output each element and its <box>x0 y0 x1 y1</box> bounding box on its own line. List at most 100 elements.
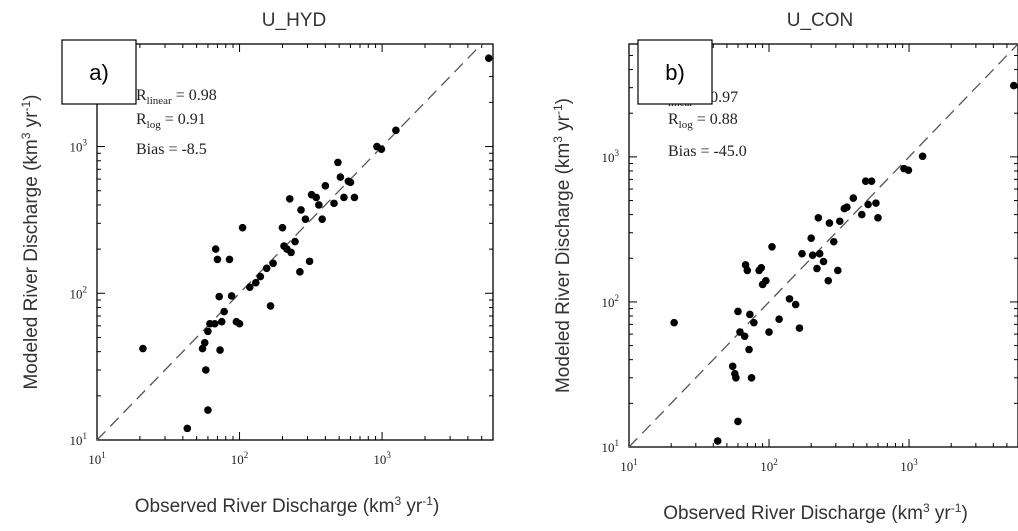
x-axis-label: Observed River Discharge (km3 yr-1) <box>663 501 968 524</box>
data-point <box>785 295 794 303</box>
data-point <box>139 344 147 353</box>
data-point <box>791 300 800 309</box>
data-point <box>278 223 287 232</box>
data-point <box>251 278 260 287</box>
data-point <box>484 54 493 63</box>
data-point <box>918 152 927 161</box>
data-point <box>1010 81 1018 90</box>
y-tick-label: 101 <box>70 431 88 448</box>
data-point <box>315 201 323 209</box>
data-point <box>849 194 858 202</box>
data-point <box>227 292 236 300</box>
data-point <box>872 199 880 207</box>
data-point <box>867 177 876 185</box>
data-point <box>713 437 722 445</box>
data-point <box>330 199 338 208</box>
y-tick-label: 103 <box>602 148 620 165</box>
data-point <box>377 145 386 153</box>
data-point <box>740 332 749 341</box>
data-point <box>238 223 247 232</box>
data-point <box>757 263 766 272</box>
chart-a-svg: U_HYD 101 102 103 101 102 103 Observed River Di… <box>19 10 494 517</box>
x-axis-label: Observed River Discharge (km3 yr-1) <box>135 494 440 517</box>
data-point <box>305 257 314 266</box>
data-point <box>235 319 244 328</box>
y-tick-label: 101 <box>602 438 620 455</box>
data-point <box>829 237 838 246</box>
chart-b-svg: U_CON 101 102 103 101 102 103 Observed River Di… <box>551 10 1018 524</box>
panel-tag-box <box>61 39 137 105</box>
data-point <box>864 200 872 209</box>
data-point <box>747 373 756 382</box>
data-point <box>904 166 913 174</box>
data-point <box>211 245 220 253</box>
data-point <box>217 317 226 326</box>
data-point <box>301 215 310 223</box>
y-axis-label: Modeled River Discharge (km3 yr-1) <box>551 98 574 393</box>
data-point <box>312 193 321 202</box>
y-tick-label: 102 <box>602 293 620 310</box>
data-point <box>210 319 219 328</box>
data-point <box>843 203 851 211</box>
data-point <box>215 292 224 301</box>
data-point <box>269 259 277 268</box>
x-tick-label: 102 <box>760 457 778 474</box>
data-point <box>321 182 330 190</box>
data-point <box>734 417 742 426</box>
data-point <box>728 362 737 371</box>
y-tick-label: 103 <box>70 138 88 155</box>
chart-title: U_CON <box>787 10 854 31</box>
data-point <box>795 324 804 332</box>
data-point <box>285 195 294 203</box>
panel-tag-label: a) <box>89 60 109 85</box>
data-point <box>204 406 212 414</box>
data-point <box>213 255 222 264</box>
chart-panel-a: U_HYD 101 102 103 101 102 103 Observed River Di… <box>0 0 500 531</box>
x-tick-label: 103 <box>373 450 391 467</box>
data-point <box>350 193 359 202</box>
data-point <box>734 307 742 316</box>
data-point <box>835 217 844 226</box>
data-point <box>204 327 212 336</box>
panel-tag-box <box>637 39 713 105</box>
data-point <box>824 276 833 285</box>
data-point <box>768 242 776 251</box>
one-to-one-line <box>96 43 483 441</box>
data-point <box>762 276 770 285</box>
x-tick-label: 102 <box>231 450 249 467</box>
one-to-one-line <box>628 43 1018 448</box>
data-point <box>858 210 866 219</box>
data-point <box>291 237 299 246</box>
data-point <box>819 257 828 266</box>
data-point <box>775 315 783 324</box>
data-point <box>874 214 882 222</box>
chart-panel-b: U_CON 101 102 103 101 102 103 Observed River Di… <box>520 0 1018 531</box>
data-point <box>297 206 305 214</box>
data-point <box>220 307 228 316</box>
stat-line: Bias = -8.5 <box>136 141 207 158</box>
data-point <box>732 373 740 382</box>
x-tick-label: 101 <box>620 457 638 474</box>
data-point <box>746 310 754 319</box>
data-point <box>266 302 275 310</box>
data-point <box>287 248 295 257</box>
x-tick-label: 103 <box>900 457 918 474</box>
data-point <box>340 193 348 202</box>
panel-tag-label: b) <box>665 60 685 85</box>
data-point <box>198 344 207 353</box>
data-point <box>813 264 821 273</box>
data-point <box>815 249 824 258</box>
chart-title: U_HYD <box>262 10 326 31</box>
stat-line: Bias = -45.0 <box>668 143 747 160</box>
data-point <box>200 338 209 347</box>
data-point <box>808 251 817 259</box>
data-point <box>745 345 753 354</box>
y-axis-label: Modeled River Discharge (km3 yr-1) <box>19 94 42 389</box>
y-tick-label: 102 <box>70 284 88 301</box>
data-point <box>750 318 758 327</box>
data-point <box>798 249 806 258</box>
data-point <box>336 173 345 181</box>
data-point <box>318 215 326 223</box>
plot-frame <box>96 43 494 441</box>
data-point <box>346 178 355 187</box>
